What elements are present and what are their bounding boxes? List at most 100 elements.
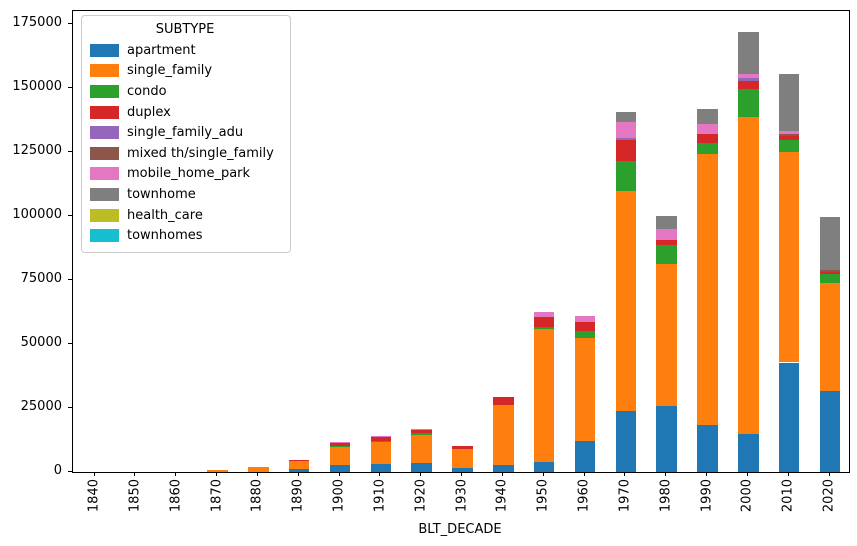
bar-segment-condo-1970 — [615, 160, 637, 191]
bar-segment-mobile-home-park-1990 — [697, 124, 718, 135]
legend-item-health-care: health_care — [90, 205, 280, 226]
legend-item-single-family: single_family — [90, 61, 280, 82]
legend-title: SUBTYPE — [155, 22, 215, 37]
legend: SUBTYPE apartment single_family condo duple… — [81, 15, 291, 253]
x-tick-label: 1880 — [249, 479, 265, 513]
y-tick-label: 0 — [53, 463, 62, 478]
bar-segment-single-family-adu-2000 — [738, 78, 759, 81]
y-tick-mark — [68, 150, 72, 152]
bar-segment-apartment-1990 — [697, 425, 718, 472]
bar-segment-single-family-adu-1970 — [615, 138, 637, 141]
bar-segment-condo-1910 — [370, 440, 392, 442]
bar-segment-duplex-2000 — [738, 80, 759, 89]
x-tick-mark — [624, 472, 626, 476]
bar-segment-apartment-1890 — [288, 468, 310, 472]
legend-swatch-icon — [90, 146, 119, 160]
legend-label: apartment — [127, 42, 196, 58]
x-tick-label: 2000 — [739, 479, 755, 513]
legend-item-single-family-adu: single_family_adu — [90, 122, 280, 143]
legend-label: single_family_adu — [127, 125, 244, 141]
bar-segment-single-family-1960 — [574, 338, 596, 441]
bar-segment-townhome-1980 — [656, 215, 677, 230]
x-tick-mark — [665, 472, 667, 476]
y-tick-label: 50000 — [20, 335, 62, 351]
y-tick-label: 175000 — [12, 15, 62, 31]
bar-segment-mobile-home-park-1970 — [615, 121, 637, 139]
legend-item-condo: condo — [90, 81, 280, 102]
bar-segment-townhome-1990 — [697, 109, 718, 125]
bar-segment-single-family-2020 — [819, 283, 841, 391]
bar-segment-single-family-1950 — [533, 328, 555, 462]
bar-segment-single-family-1910 — [370, 441, 392, 465]
x-tick-label: 2020 — [821, 479, 837, 513]
bar-segment-apartment-1960 — [574, 440, 596, 472]
y-tick-mark — [68, 406, 72, 408]
bar-segment-single-family-2010 — [778, 151, 800, 363]
x-tick-label: 1890 — [290, 479, 306, 513]
x-tick-label: 1970 — [617, 479, 633, 513]
bar-segment-duplex-1910 — [370, 436, 392, 441]
x-tick-mark — [583, 472, 585, 476]
bar-segment-apartment-1940 — [493, 465, 514, 472]
bar-segment-mobile-home-park-2000 — [738, 74, 759, 79]
x-tick-mark — [175, 472, 177, 476]
bar-segment-condo-1920 — [411, 433, 432, 436]
legend-swatch-icon — [90, 43, 119, 57]
y-tick-mark — [68, 86, 72, 88]
bar-segment-apartment-1900 — [329, 465, 351, 472]
legend-swatch-icon — [90, 167, 119, 181]
bar-segment-single-family-1990 — [697, 154, 718, 426]
x-tick-mark — [787, 472, 789, 476]
bar-segment-condo-1900 — [329, 446, 351, 447]
y-tick-label: 25000 — [20, 399, 62, 415]
x-tick-label: 1930 — [454, 479, 469, 513]
bar-segment-single-family-1980 — [656, 264, 677, 406]
legend-item-duplex: duplex — [90, 102, 280, 123]
x-tick-mark — [379, 472, 381, 476]
bar-segment-duplex-1980 — [656, 240, 677, 245]
bar-segment-condo-2000 — [738, 88, 759, 117]
bar-segment-mobile-home-park-1910 — [370, 435, 392, 437]
bar-segment-condo-1960 — [574, 331, 596, 339]
x-tick-mark — [216, 472, 217, 476]
legend-item-townhomes: townhomes — [90, 225, 280, 246]
bar-segment-condo-1980 — [656, 244, 677, 265]
bar-segment-single-family-1920 — [411, 435, 432, 464]
bar-segment-condo-2020 — [819, 274, 841, 284]
bar-segment-duplex-1960 — [574, 322, 596, 332]
bar-segment-duplex-1940 — [493, 397, 514, 405]
x-tick-label: 1960 — [576, 479, 592, 513]
legend-label: health_care — [127, 207, 203, 223]
bar-segment-duplex-1890 — [288, 460, 310, 461]
bar-segment-apartment-1910 — [370, 464, 392, 472]
bar-segment-apartment-2010 — [778, 362, 800, 472]
legend-items: apartment single_family condo duplex single_… — [90, 40, 280, 246]
y-tick-label: 125000 — [12, 143, 62, 159]
x-tick-label: 1840 — [86, 479, 102, 513]
bar-segment-mixed-th-single-family-2010 — [778, 133, 800, 136]
y-tick-label: 100000 — [12, 207, 62, 223]
x-tick-label: 1900 — [331, 479, 347, 513]
bar-segment-apartment-1930 — [452, 467, 473, 472]
bar-segment-duplex-1950 — [533, 316, 555, 327]
legend-swatch-icon — [90, 105, 119, 119]
legend-swatch-icon — [90, 208, 119, 222]
x-tick-mark — [746, 472, 748, 476]
x-tick-label: 1990 — [699, 479, 714, 513]
bar-segment-single-family-2000 — [738, 116, 759, 434]
x-tick-label: 1850 — [127, 479, 143, 513]
bar-segment-single-family-1930 — [452, 449, 473, 468]
y-tick-mark — [68, 470, 72, 472]
x-tick-label: 1910 — [372, 479, 388, 513]
bar-segment-mobile-home-park-1900 — [329, 441, 351, 444]
bar-segment-duplex-1930 — [452, 446, 473, 450]
y-tick-label: 150000 — [12, 79, 62, 95]
bar-segment-townhome-2020 — [819, 217, 841, 270]
x-tick-label: 1950 — [535, 479, 551, 513]
x-tick-mark — [134, 472, 136, 476]
bar-segment-apartment-1920 — [411, 463, 432, 472]
bar-segment-duplex-1900 — [329, 443, 351, 447]
bar-segment-townhome-1970 — [615, 111, 637, 122]
x-tick-mark — [338, 472, 340, 476]
